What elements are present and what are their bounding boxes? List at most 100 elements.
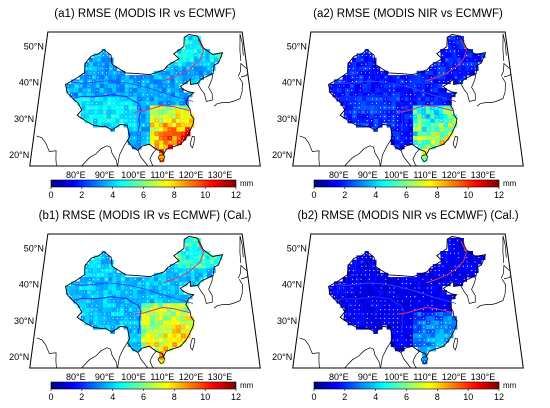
rmse-cell: [96, 66, 101, 72]
station-dot: [169, 343, 171, 346]
station-dot: [432, 326, 434, 328]
rmse-cell: [447, 114, 453, 119]
rmse-cell: [205, 255, 211, 261]
station-dot: [453, 50, 455, 52]
station-dot: [89, 72, 91, 74]
station-dot: [155, 287, 157, 289]
rmse-cell: [412, 118, 418, 124]
station-dot: [474, 59, 476, 61]
rmse-cell: [112, 290, 117, 295]
station-dot: [95, 304, 97, 306]
station-dot: [112, 124, 114, 126]
station-dot: [186, 243, 188, 246]
rmse-cell: [359, 268, 364, 274]
station-dot: [410, 137, 412, 139]
station-dot: [101, 72, 103, 74]
lat-label: 50°N: [24, 42, 44, 52]
rmse-cell: [170, 290, 176, 295]
rmse-cell: [170, 294, 176, 300]
station-dot: [414, 85, 416, 87]
rmse-cell: [390, 333, 396, 339]
station-dot: [160, 317, 162, 319]
rmse-cell: [88, 118, 94, 124]
panel-title: (a2) RMSE (MODIS NIR vs ECMWF): [313, 8, 503, 20]
station-dot: [168, 304, 170, 306]
rmse-cell: [368, 264, 373, 269]
china-outline: [327, 236, 487, 358]
rmse-cell: [132, 140, 137, 145]
station-dot: [191, 63, 193, 65]
rmse-cell: [70, 285, 75, 291]
rmse-cell: [158, 101, 164, 106]
station-dot: [108, 304, 110, 306]
coastline: [380, 342, 391, 368]
rmse-cell: [198, 272, 204, 278]
station-dot: [392, 326, 394, 328]
station-dot: [379, 317, 381, 319]
rmse-cell: [347, 316, 353, 321]
rmse-cell: [81, 303, 86, 308]
lat-label: 50°N: [287, 42, 307, 52]
rmse-cell: [358, 92, 363, 98]
rmse-cell: [404, 290, 409, 295]
rmse-cell: [473, 264, 479, 269]
station-dot: [354, 309, 356, 311]
station-dot: [446, 261, 448, 263]
rmse-cell: [141, 96, 146, 102]
station-dot: [101, 274, 103, 276]
rmse-cell: [367, 281, 372, 287]
rmse-cell: [430, 118, 436, 124]
rmse-cell: [333, 285, 338, 291]
rmse-cell: [89, 57, 94, 63]
station-dot: [423, 326, 425, 328]
lon-label: 130°E: [471, 372, 496, 382]
rmse-cell: [375, 285, 380, 291]
station-dot: [330, 85, 332, 87]
station-dot: [133, 339, 135, 341]
rmse-cell: [166, 272, 171, 278]
panel-title: (b1) RMSE (MODIS IR vs ECMWF) (Cal.): [38, 210, 252, 222]
rmse-cell: [106, 114, 112, 119]
rmse-cell: [163, 333, 169, 339]
colorbar-tick-label: 4: [110, 392, 115, 402]
rmse-cell: [153, 79, 159, 85]
rmse-cell: [340, 303, 345, 308]
rmse-cell: [340, 101, 345, 106]
station-dot: [351, 85, 353, 87]
station-dot: [471, 270, 473, 272]
rmse-cell: [157, 272, 163, 278]
station-dot: [164, 102, 166, 104]
rmse-cell: [175, 298, 180, 304]
rmse-cell: [77, 96, 82, 102]
station-dot: [99, 313, 101, 315]
station-dot: [91, 98, 93, 100]
station-dot: [190, 50, 192, 52]
rmse-cell: [210, 264, 216, 269]
station-dot: [84, 291, 86, 293]
rmse-cell: [446, 92, 452, 98]
station-dot: [352, 274, 354, 276]
station-dot: [380, 107, 382, 109]
rmse-cell: [116, 277, 122, 282]
station-dot: [431, 98, 433, 100]
station-dot: [126, 89, 128, 91]
station-dot: [405, 76, 408, 78]
station-dot: [108, 111, 110, 113]
rmse-cell: [116, 294, 121, 300]
station-dot: [371, 98, 373, 100]
station-dot: [91, 111, 93, 113]
station-dot: [84, 89, 86, 91]
station-dot: [410, 115, 412, 117]
rmse-cell: [185, 44, 190, 50]
rmse-cell: [162, 298, 168, 304]
rmse-cell: [85, 307, 90, 313]
station-dot: [164, 128, 166, 130]
station-dot: [147, 335, 149, 337]
station-dot: [418, 322, 421, 324]
rmse-cell: [158, 303, 164, 308]
china-outline: [64, 34, 224, 156]
station-dot: [361, 265, 363, 267]
rmse-cell: [145, 88, 151, 93]
station-dot: [89, 270, 91, 272]
rmse-cell: [441, 75, 447, 80]
